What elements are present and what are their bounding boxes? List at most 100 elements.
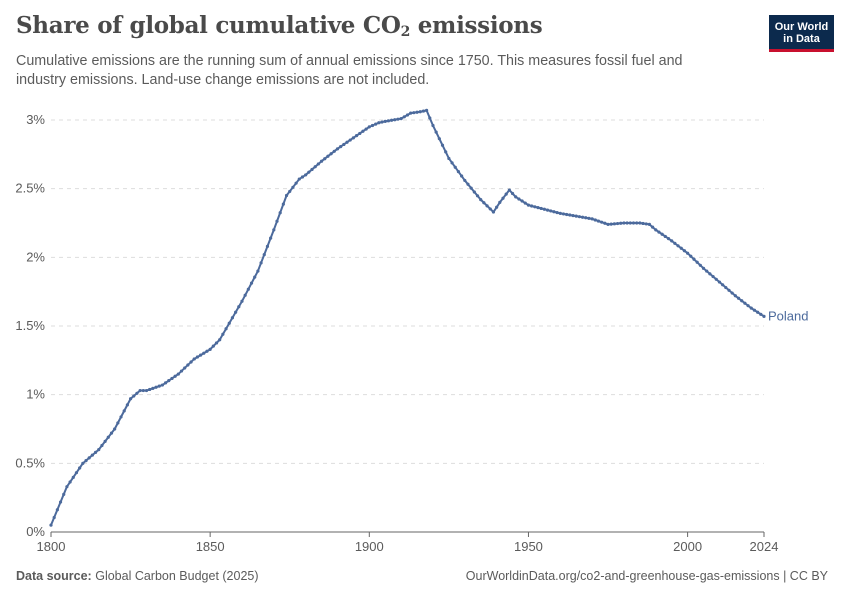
data-point — [463, 178, 467, 183]
data-point — [90, 453, 94, 457]
data-point — [246, 287, 250, 291]
data-point — [733, 294, 737, 298]
x-tick-label: 1800 — [37, 539, 66, 554]
data-point — [698, 263, 702, 267]
series-label-poland: Poland — [768, 308, 808, 323]
data-point — [304, 173, 308, 177]
data-point — [269, 236, 273, 240]
data-point — [517, 197, 521, 201]
source-url-link[interactable]: OurWorldinData.org/co2-and-greenhouse-ga… — [465, 569, 828, 583]
data-point — [488, 207, 492, 211]
data-point — [265, 244, 270, 248]
data-point — [192, 357, 196, 361]
data-point — [526, 203, 531, 207]
data-point — [453, 165, 457, 169]
data-point — [65, 485, 69, 489]
data-point — [730, 291, 734, 295]
data-point — [87, 456, 91, 460]
data-point — [144, 388, 149, 393]
data-point — [717, 280, 722, 284]
data-point — [361, 129, 365, 133]
series-layer: Poland — [49, 108, 808, 527]
data-point — [657, 230, 661, 234]
data-point — [55, 508, 59, 512]
data-point — [431, 123, 435, 128]
data-point — [237, 305, 241, 309]
data-point — [106, 435, 110, 439]
data-point — [221, 332, 225, 336]
data-point — [141, 388, 145, 393]
data-point — [641, 221, 645, 226]
data-point — [135, 391, 139, 395]
data-point — [514, 195, 518, 199]
data-point — [482, 201, 486, 205]
data-point — [622, 221, 626, 225]
owid-logo[interactable]: Our World in Data — [769, 15, 834, 52]
data-point — [743, 301, 747, 305]
data-point — [619, 221, 623, 225]
data-point — [109, 431, 114, 435]
data-point — [345, 140, 349, 144]
data-point — [339, 145, 343, 149]
y-axis-ticks: 0% 0.5% 1% 1.5% 2% 2.5% 3% — [15, 112, 45, 539]
data-point — [762, 314, 766, 318]
data-point — [612, 222, 616, 226]
data-point — [208, 347, 212, 351]
data-point — [319, 159, 324, 163]
data-point — [714, 277, 718, 281]
data-point — [52, 515, 56, 520]
data-point — [234, 310, 238, 314]
data-point — [154, 385, 158, 389]
data-point — [367, 125, 371, 129]
y-tick-label: 3% — [26, 112, 45, 127]
data-point — [253, 275, 257, 279]
data-point — [195, 355, 200, 359]
data-point — [81, 461, 85, 465]
data-point — [227, 321, 231, 325]
data-point — [727, 288, 731, 292]
data-point — [520, 199, 524, 203]
data-point — [284, 193, 289, 198]
data-point — [329, 152, 333, 156]
data-point — [736, 296, 741, 300]
data-point — [316, 162, 320, 166]
y-tick-label: 0% — [26, 524, 45, 539]
data-point — [199, 353, 203, 357]
data-point — [214, 341, 219, 345]
data-point — [577, 215, 581, 219]
data-point — [654, 228, 658, 232]
data-point — [600, 220, 604, 224]
data-point — [243, 293, 247, 297]
data-point — [530, 204, 534, 208]
data-point — [138, 388, 142, 393]
data-point — [746, 304, 750, 308]
data-point — [682, 249, 687, 253]
chart-subtitle: Cumulative emissions are the running sum… — [16, 53, 683, 88]
data-point — [692, 257, 696, 261]
data-point — [151, 386, 155, 390]
grid-lines — [51, 119, 764, 464]
data-point — [358, 131, 362, 136]
data-point — [475, 194, 480, 198]
data-point — [294, 181, 298, 185]
data-point — [179, 369, 184, 373]
x-tick-label: 2024 — [750, 539, 779, 554]
data-point — [533, 205, 537, 209]
data-point — [370, 123, 375, 128]
data-point — [377, 121, 381, 125]
x-tick-label: 1900 — [355, 539, 384, 554]
data-point — [686, 251, 690, 255]
data-point — [644, 222, 648, 226]
data-point — [418, 110, 422, 114]
data-point — [593, 218, 597, 222]
data-point — [749, 306, 753, 310]
data-point — [405, 113, 410, 117]
data-point — [555, 210, 559, 215]
data-point — [571, 213, 575, 218]
data-point — [424, 108, 429, 112]
data-point — [580, 215, 585, 219]
data-point — [421, 109, 426, 113]
data-point — [565, 212, 569, 217]
data-point — [163, 381, 168, 385]
